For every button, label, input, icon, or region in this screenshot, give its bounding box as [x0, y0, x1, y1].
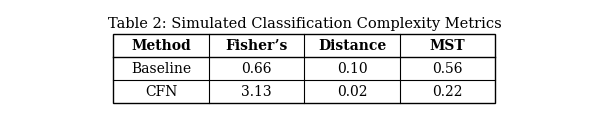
Text: 3.13: 3.13 — [241, 85, 272, 99]
Text: Baseline: Baseline — [131, 62, 191, 76]
Text: 0.02: 0.02 — [337, 85, 368, 99]
Text: Method: Method — [131, 39, 191, 53]
Text: Table 2: Simulated Classification Complexity Metrics: Table 2: Simulated Classification Comple… — [108, 17, 501, 31]
Text: Fisher’s: Fisher’s — [226, 39, 288, 53]
Text: MST: MST — [430, 39, 466, 53]
Text: 0.56: 0.56 — [432, 62, 463, 76]
Text: CFN: CFN — [145, 85, 178, 99]
Text: Distance: Distance — [318, 39, 386, 53]
Text: 0.66: 0.66 — [241, 62, 272, 76]
Text: 0.10: 0.10 — [337, 62, 368, 76]
Text: 0.22: 0.22 — [432, 85, 463, 99]
